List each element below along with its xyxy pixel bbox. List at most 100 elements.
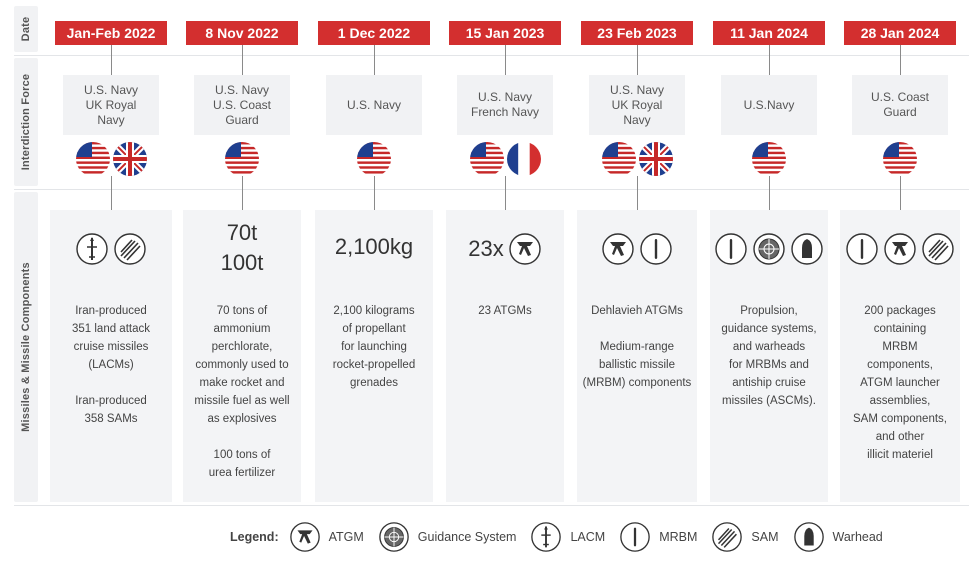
interdiction-force: U.S. Navy French Navy <box>457 75 553 135</box>
icon-row <box>577 232 697 266</box>
legend-label: ATGM <box>328 530 364 544</box>
us-flag <box>601 142 636 176</box>
icon-row: 23x <box>446 232 564 266</box>
sam-icon <box>711 521 743 553</box>
icon-row <box>50 232 172 266</box>
mrbm-icon <box>619 521 651 553</box>
row-label-date-text: Date <box>20 16 32 42</box>
row-label-force: Interdiction Force <box>14 58 38 186</box>
connector-line <box>637 45 638 75</box>
uk-flag <box>112 142 147 176</box>
flag-group <box>50 142 172 176</box>
date-badge: 11 Jan 2024 <box>713 21 825 45</box>
date-badge: 1 Dec 2022 <box>318 21 430 45</box>
sam-icon <box>113 232 147 266</box>
warhead-icon <box>790 232 824 266</box>
legend-label: Warhead <box>832 530 883 544</box>
legend-item: LACM <box>530 521 605 553</box>
us-flag <box>357 142 391 176</box>
connector-line <box>111 176 112 210</box>
guidance-icon <box>752 232 786 266</box>
legend-label: SAM <box>751 530 779 544</box>
legend-item: SAM <box>711 521 779 553</box>
mrbm-icon <box>639 232 673 266</box>
missile-panel: Propulsion, guidance systems, and warhea… <box>710 210 828 502</box>
us-flag <box>75 142 110 176</box>
interdiction-force: U.S. Navy UK Royal Navy <box>589 75 685 135</box>
icon-row: 70t 100t <box>183 218 301 278</box>
interdiction-force: U.S. Coast Guard <box>852 75 948 135</box>
missile-description: Iran-produced 351 land attack cruise mis… <box>71 305 150 425</box>
connector-line <box>242 45 243 75</box>
date-badge: 23 Feb 2023 <box>581 21 693 45</box>
missile-panel: 23x 23 ATGMs <box>446 210 564 502</box>
date-badge: 28 Jan 2024 <box>844 21 956 45</box>
row-label-missiles-text: Missiles & Missile Components <box>20 262 32 432</box>
connector-line <box>505 45 506 75</box>
flag-group <box>710 142 828 176</box>
uk-flag <box>638 142 673 176</box>
flag-group <box>446 142 564 176</box>
flag-group <box>183 142 301 176</box>
connector-line <box>111 45 112 75</box>
lacm-icon <box>530 521 562 553</box>
interdiction-force: U.S. Navy <box>326 75 422 135</box>
flag-group <box>577 142 697 176</box>
legend-item: Guidance System <box>378 521 517 553</box>
legend-item: MRBM <box>619 521 697 553</box>
missile-panel: Iran-produced 351 land attack cruise mis… <box>50 210 172 502</box>
row-separator <box>14 55 969 56</box>
interdiction-force: U.S.Navy <box>721 75 817 135</box>
row-separator <box>14 189 969 190</box>
date-badge: 15 Jan 2023 <box>449 21 561 45</box>
fr-flag <box>506 142 541 176</box>
quantity-label: 23x <box>468 236 504 261</box>
connector-line <box>505 176 506 210</box>
connector-line <box>769 45 770 75</box>
date-badge: 8 Nov 2022 <box>186 21 298 45</box>
missile-panel: 2,100kg 2,100 kilograms of propellant for… <box>315 210 433 502</box>
interdiction-force: U.S. Navy U.S. Coast Guard <box>194 75 290 135</box>
missile-description: 200 packages containing MRBM components,… <box>853 305 947 461</box>
connector-line <box>900 176 901 210</box>
mrbm-icon <box>845 232 879 266</box>
missile-description: 70 tons of ammonium perchlorate, commonl… <box>194 305 290 479</box>
row-label-force-text: Interdiction Force <box>20 73 32 171</box>
icon-row <box>710 232 828 266</box>
missile-description: Dehlavieh ATGMs Medium-range ballistic m… <box>582 305 692 389</box>
legend-label: MRBM <box>659 530 698 544</box>
us-flag <box>469 142 504 176</box>
atgm-icon <box>508 232 542 266</box>
row-label-date: Date <box>14 6 38 52</box>
legend-title: Legend: <box>230 530 279 544</box>
warhead-icon <box>793 521 825 553</box>
row-separator <box>14 505 969 506</box>
interdiction-force: U.S. Navy UK Royal Navy <box>63 75 159 135</box>
icon-row <box>840 232 960 266</box>
connector-line <box>374 45 375 75</box>
flag-group <box>840 142 960 176</box>
legend-label: Guidance System <box>417 530 517 544</box>
connector-line <box>374 176 375 210</box>
atgm-icon <box>883 232 917 266</box>
row-label-missiles: Missiles & Missile Components <box>14 192 38 502</box>
missile-description: 23 ATGMs <box>478 305 532 317</box>
guidance-icon <box>378 521 410 553</box>
sam-icon <box>921 232 955 266</box>
us-flag <box>752 142 786 176</box>
us-flag <box>225 142 259 176</box>
quantity-label: 70t 100t <box>220 220 264 275</box>
legend-item: ATGM <box>289 521 364 553</box>
missile-panel: 200 packages containing MRBM components,… <box>840 210 960 502</box>
mrbm-icon <box>714 232 748 266</box>
legend: Legend: ATGM Guidance System LACM MRBM SAM Wa… <box>230 520 897 554</box>
missile-panel: 70t 100t 70 tons of ammonium perchlorate,… <box>183 210 301 502</box>
legend-label: LACM <box>570 530 606 544</box>
us-flag <box>883 142 917 176</box>
connector-line <box>637 176 638 210</box>
icon-row: 2,100kg <box>315 232 433 262</box>
atgm-icon <box>601 232 635 266</box>
atgm-icon <box>289 521 321 553</box>
legend-item: Warhead <box>793 521 883 553</box>
quantity-label: 2,100kg <box>334 234 414 259</box>
